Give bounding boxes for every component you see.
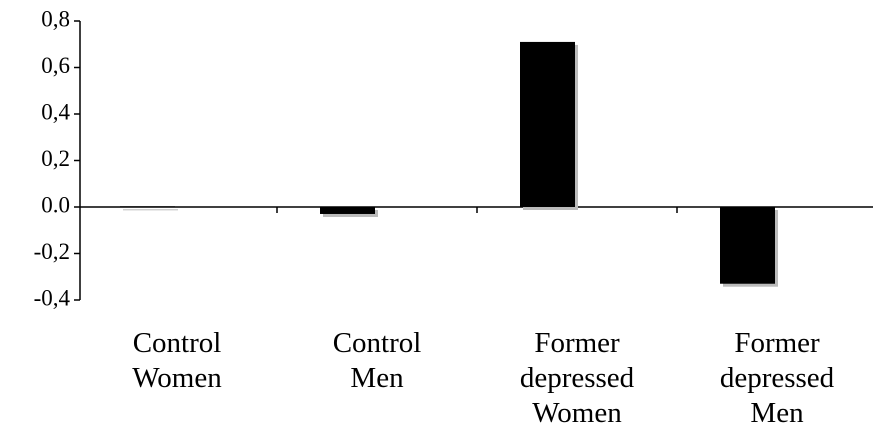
x-tick-label: Former depressed Men <box>719 327 835 429</box>
y-tick-label: 0,2 <box>41 146 70 171</box>
y-tick-label: -0,2 <box>34 239 70 264</box>
bar <box>120 206 175 208</box>
bar <box>320 207 375 214</box>
bar <box>520 41 575 207</box>
x-tick-label: Former depressed Women <box>519 327 635 429</box>
bar-shadow <box>123 209 178 211</box>
x-tick-label: Control Men <box>332 327 422 394</box>
y-tick-label: 0,6 <box>41 53 70 78</box>
bar <box>720 207 775 284</box>
y-tick-label: 0.0 <box>41 192 70 217</box>
y-tick-label: -0,4 <box>34 285 71 310</box>
y-tick-label: 0,4 <box>41 99 70 124</box>
x-tick-label: Control Women <box>132 327 222 394</box>
y-tick-label: 0,8 <box>41 6 70 31</box>
